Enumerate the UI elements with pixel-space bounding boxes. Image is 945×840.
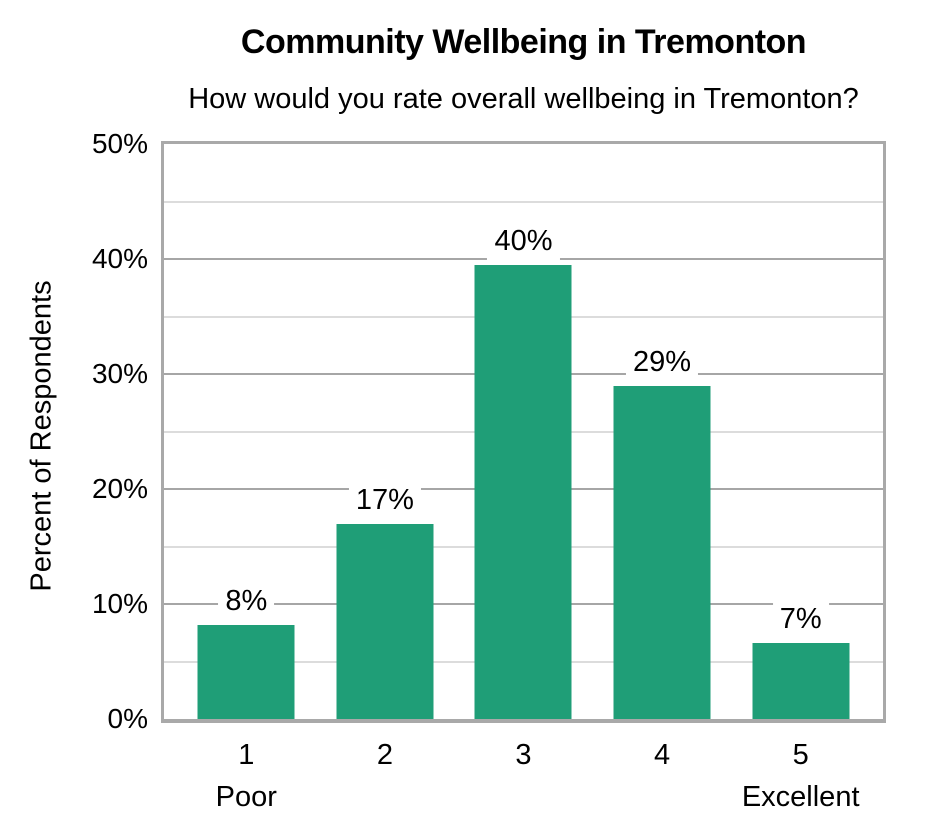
- bar-cell: 7%: [731, 144, 870, 719]
- x-axis-category: 1 Poor: [177, 723, 316, 814]
- plot-area: 8% 17% 40% 29% 7%: [161, 141, 886, 723]
- x-axis-tick-label: 4: [654, 739, 671, 771]
- x-axis-labels: 1 Poor 2 3 4 5 Excellent: [161, 723, 886, 814]
- bar-cell: 29%: [593, 144, 732, 719]
- x-axis-tick-label: 2: [376, 739, 393, 771]
- bar-cell: 40%: [454, 144, 593, 719]
- x-axis-tick-sublabel: Excellent: [741, 780, 860, 813]
- bars-strip: 8% 17% 40% 29% 7%: [164, 144, 883, 719]
- bar-cell: 8%: [177, 144, 316, 719]
- bar: [752, 643, 850, 719]
- x-axis-tick-label: 5: [792, 739, 809, 771]
- y-axis-tick-label: 10%: [91, 588, 148, 619]
- y-axis-tick-label: 20%: [91, 473, 148, 504]
- bar: [613, 385, 711, 719]
- bar: [197, 624, 295, 719]
- chart-title: Community Wellbeing in Tremonton: [240, 23, 807, 61]
- y-axis-tick-label: 50%: [91, 128, 148, 159]
- chart-subtitle: How would you rate overall wellbeing in …: [188, 83, 859, 115]
- x-axis-category: 4: [593, 723, 732, 814]
- x-axis-tick-sublabel: [454, 782, 593, 814]
- bar-value-label: 17%: [348, 482, 421, 519]
- x-axis-category: 5 Excellent: [731, 723, 870, 814]
- x-axis-tick-sublabel: [593, 782, 732, 814]
- x-axis-category: 2: [316, 723, 455, 814]
- y-axis-tick-label: 30%: [91, 358, 148, 389]
- x-axis-tick-label: 3: [515, 739, 532, 771]
- bar: [474, 264, 572, 719]
- bar-value-label: 7%: [772, 602, 829, 639]
- minor-gridline: [164, 201, 883, 203]
- x-axis-tick-sublabel: [316, 782, 455, 814]
- x-axis-tick-sublabel: Poor: [215, 780, 277, 813]
- y-axis-ticks: 0% 10% 20% 30% 40% 50%: [0, 130, 148, 733]
- x-axis-category: 3: [454, 723, 593, 814]
- bar-value-label: 8%: [218, 583, 275, 620]
- bar: [336, 523, 434, 719]
- y-axis-tick-label: 40%: [91, 243, 148, 274]
- y-axis-tick-label: 0%: [107, 703, 148, 734]
- bar-value-label: 29%: [626, 344, 699, 381]
- bar-cell: 17%: [316, 144, 455, 719]
- x-axis-tick-label: 1: [238, 739, 255, 771]
- bar-value-label: 40%: [487, 223, 560, 260]
